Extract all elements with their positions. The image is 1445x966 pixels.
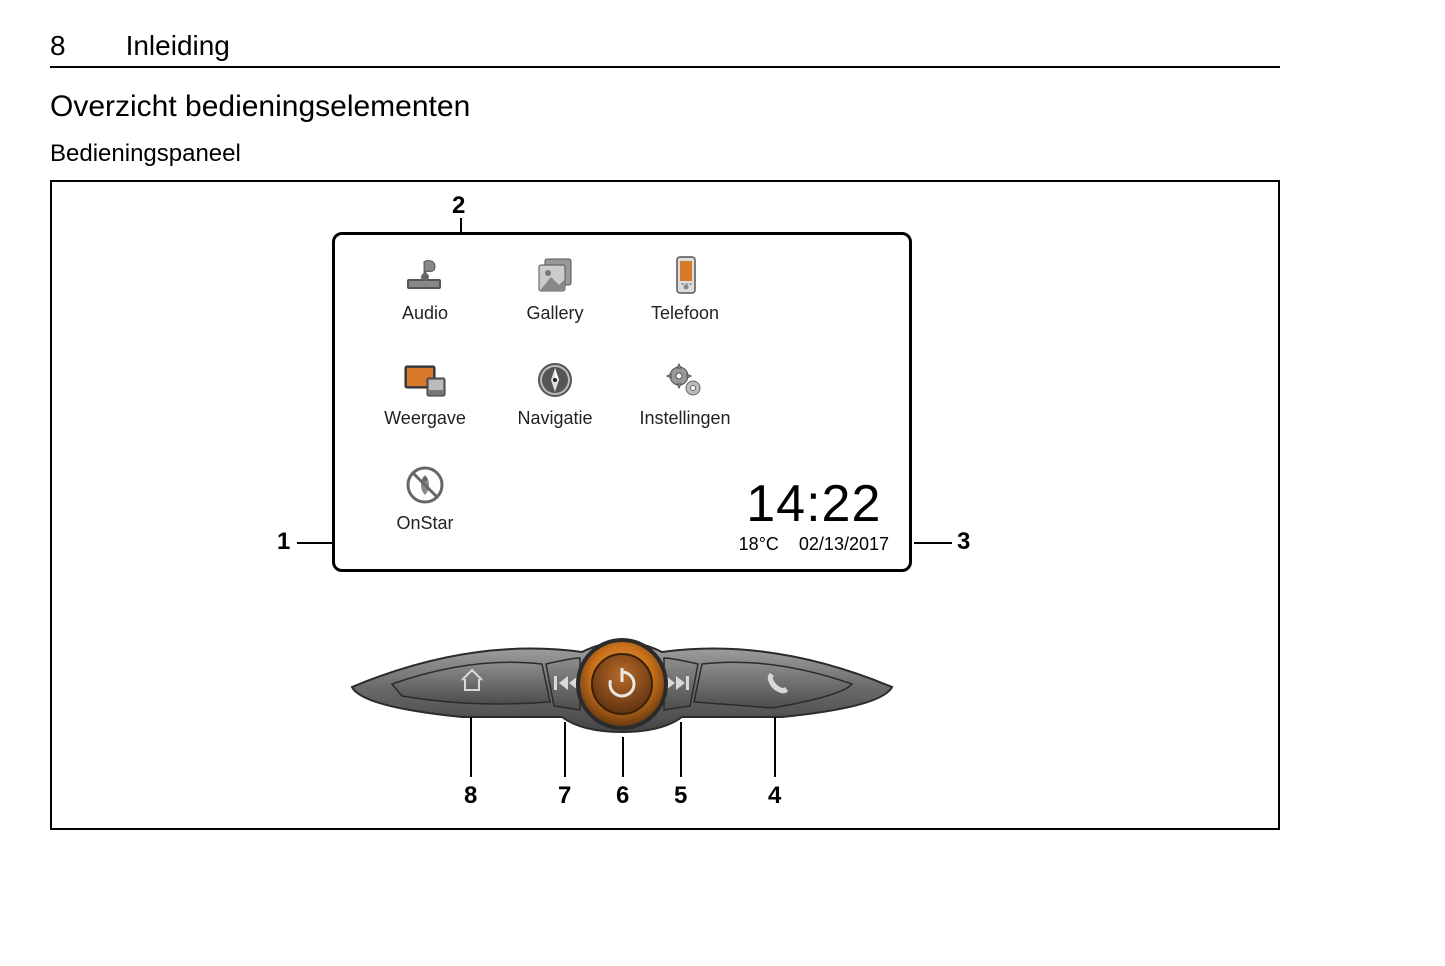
subsection-title: Bedieningspaneel (50, 140, 241, 168)
chapter-title: Inleiding (126, 30, 230, 62)
callout-8: 8 (464, 782, 477, 810)
figure-frame: 2 1 3 (50, 180, 1280, 830)
clock-time: 14:22 (739, 478, 889, 530)
callout-6-leader (622, 737, 624, 777)
callout-6: 6 (616, 782, 629, 810)
app-navigatie-label: Navigatie (517, 408, 592, 429)
callout-3: 3 (957, 528, 970, 556)
page-number: 8 (50, 30, 66, 62)
app-weergave[interactable]: Weergave (360, 358, 490, 458)
clock-date: 02/13/2017 (799, 534, 889, 554)
manual-page: 8 Inleiding Overzicht bedieningselemente… (0, 0, 1445, 966)
touchscreen[interactable]: Audio Gallery (332, 232, 912, 572)
app-onstar[interactable]: OnStar (360, 463, 490, 553)
section-title: Overzicht bedieningselementen (50, 90, 470, 124)
app-weergave-label: Weergave (384, 408, 466, 429)
display-icon (401, 358, 449, 402)
app-gallery-label: Gallery (526, 303, 583, 324)
callout-1-leader (297, 542, 332, 544)
app-telefoon[interactable]: Telefoon (620, 253, 750, 353)
gears-icon (661, 358, 709, 402)
power-knob[interactable] (576, 638, 668, 730)
gallery-icon (531, 253, 579, 297)
callout-5-leader (680, 722, 682, 777)
callout-3-leader (914, 542, 952, 544)
app-telefoon-label: Telefoon (651, 303, 719, 324)
compass-icon (531, 358, 579, 402)
clock-block: 14:22 18°C 02/13/2017 (739, 478, 889, 555)
callout-8-leader (470, 717, 472, 777)
app-audio-label: Audio (402, 303, 448, 324)
onstar-icon (401, 463, 449, 507)
callout-2: 2 (452, 192, 465, 220)
app-onstar-label: OnStar (396, 513, 453, 534)
app-grid: Audio Gallery (360, 253, 750, 553)
audio-icon (401, 253, 449, 297)
callout-7-leader (564, 722, 566, 777)
app-navigatie[interactable]: Navigatie (490, 358, 620, 458)
app-gallery[interactable]: Gallery (490, 253, 620, 353)
callout-1: 1 (277, 528, 290, 556)
callout-4-leader (774, 717, 776, 777)
phone-device-icon (661, 253, 709, 297)
callout-4: 4 (768, 782, 781, 810)
clock-temperature: 18°C (739, 534, 779, 554)
callout-7: 7 (558, 782, 571, 810)
callout-5: 5 (674, 782, 687, 810)
page-header: 8 Inleiding (50, 30, 1280, 68)
app-instellingen[interactable]: Instellingen (620, 358, 750, 458)
app-instellingen-label: Instellingen (639, 408, 730, 429)
physical-control-bar (322, 622, 922, 752)
app-audio[interactable]: Audio (360, 253, 490, 353)
clock-subline: 18°C 02/13/2017 (739, 534, 889, 555)
